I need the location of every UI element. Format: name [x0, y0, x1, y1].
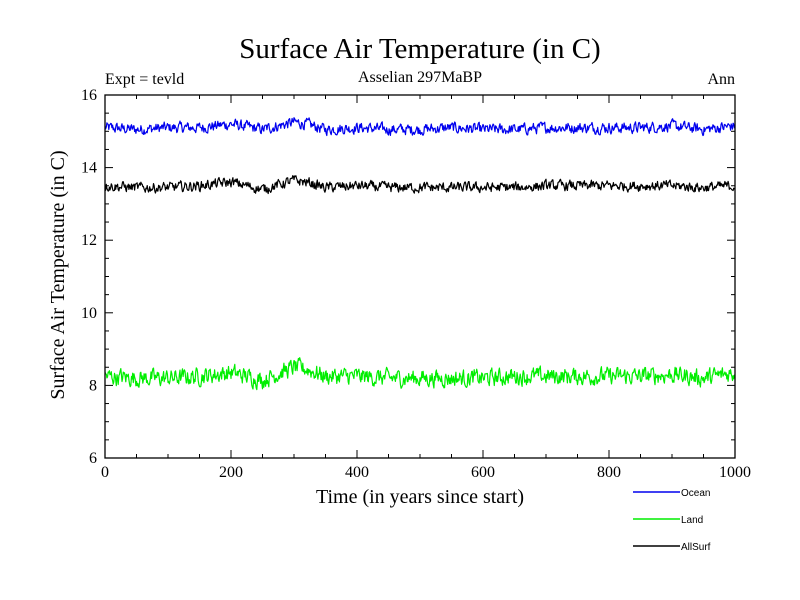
series-line-allsurf [104, 175, 736, 195]
legend-label-ocean: Ocean [681, 488, 710, 499]
x-tick-label: 1000 [719, 464, 751, 481]
season-label: Ann [707, 71, 735, 88]
y-tick-label: 10 [81, 305, 97, 322]
x-tick-label: 200 [219, 464, 243, 481]
y-tick-label: 8 [89, 377, 97, 394]
series-line-ocean [104, 117, 736, 137]
legend-label-land: Land [681, 515, 703, 526]
series-line-land [104, 357, 736, 391]
x-tick-label: 0 [101, 464, 109, 481]
x-tick-label: 400 [345, 464, 369, 481]
x-tick-label: 800 [597, 464, 621, 481]
experiment-label: Expt = tevld [105, 71, 184, 88]
x-tick-label: 600 [471, 464, 495, 481]
x-axis-label: Time (in years since start) [316, 486, 524, 508]
legend: Ocean Land AllSurf [633, 488, 711, 553]
legend-label-allsurf: AllSurf [681, 542, 711, 553]
y-tick-label: 6 [89, 450, 97, 467]
period-label: Asselian 297MaBP [358, 69, 482, 86]
y-axis-label: Surface Air Temperature (in C) [47, 150, 69, 399]
axes: 0 200 400 600 800 1000 6 8 10 12 14 16 [81, 87, 751, 481]
y-tick-label: 14 [81, 160, 97, 177]
y-tick-label: 12 [81, 232, 97, 249]
chart-title: Surface Air Temperature (in C) [239, 33, 600, 65]
series-layer [104, 117, 736, 391]
y-tick-label: 16 [81, 87, 97, 104]
plot-frame [104, 94, 736, 459]
